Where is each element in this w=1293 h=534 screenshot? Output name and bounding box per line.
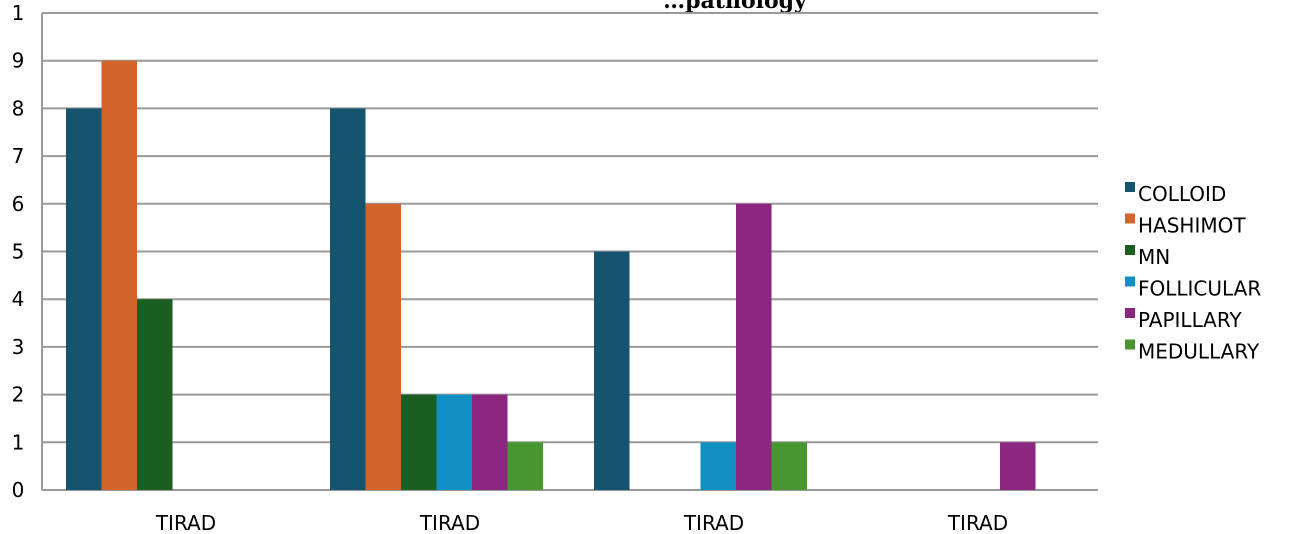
- y-tick-label: 4: [12, 287, 25, 311]
- legend-swatch-hashimot: [1125, 213, 1135, 224]
- x-axis-category-labels: TIRAD TIRAD TIRAD TIRAD: [155, 511, 1008, 534]
- bar-follicular-3: [700, 442, 736, 490]
- x-category-label: TIRAD: [155, 511, 216, 534]
- bar-papillary-3: [736, 203, 772, 491]
- y-tick-label: 6: [12, 192, 25, 216]
- y-tick-label: 8: [12, 96, 25, 120]
- y-tick-label: 1: [12, 1, 25, 25]
- legend-swatch-follicular: [1125, 276, 1135, 287]
- legend-swatch-medullary: [1125, 339, 1135, 350]
- bar-medullary-3: [771, 442, 807, 490]
- legend-label-hashimot: HASHIMOT: [1138, 214, 1246, 238]
- bars: [66, 60, 1036, 491]
- y-tick-label: 9: [12, 49, 25, 73]
- bar-medullary-2: [507, 442, 543, 490]
- y-tick-label: 2: [12, 383, 25, 407]
- legend-label-colloid: COLLOID: [1138, 182, 1226, 206]
- legend-label-medullary: MEDULLARY: [1138, 340, 1260, 364]
- bar-colloid-2: [330, 108, 366, 491]
- x-category-label: TIRAD: [683, 511, 744, 534]
- grid-lines: [41, 12, 1098, 491]
- y-tick-label: 7: [12, 144, 25, 168]
- y-tick-label: 1: [12, 430, 25, 454]
- bar-colloid-3: [594, 251, 630, 490]
- bar-colloid-1: [66, 108, 102, 491]
- x-category-label: TIRAD: [419, 511, 480, 534]
- chart-title: …pathology: [663, 0, 808, 14]
- bar-hashimot-1: [101, 60, 137, 490]
- x-category-label: TIRAD: [947, 511, 1008, 534]
- legend-swatch-colloid: [1125, 182, 1135, 192]
- y-tick-label: 5: [12, 240, 25, 264]
- bar-mn-2: [401, 394, 437, 490]
- bar-papillary-2: [472, 394, 508, 490]
- y-tick-label: 3: [12, 335, 25, 359]
- legend-label-follicular: FOLLICULAR: [1138, 277, 1261, 301]
- bar-hashimot-2: [365, 203, 401, 491]
- bar-mn-1: [137, 299, 173, 490]
- bar-papillary-4: [1000, 442, 1036, 490]
- bar-follicular-2: [436, 394, 472, 490]
- legend-swatch-mn: [1125, 245, 1135, 255]
- legend-label-papillary: PAPILLARY: [1138, 308, 1242, 332]
- legend-swatch-papillary: [1125, 308, 1135, 318]
- y-axis-tick-labels: 0 1 2 3 4 5 6 7 8 9 1: [12, 1, 25, 502]
- legend: COLLOID HASHIMOT MN FOLLICULAR PAPILLARY MEDU…: [1125, 182, 1261, 364]
- y-tick-label: 0: [12, 478, 25, 502]
- legend-label-mn: MN: [1138, 245, 1170, 269]
